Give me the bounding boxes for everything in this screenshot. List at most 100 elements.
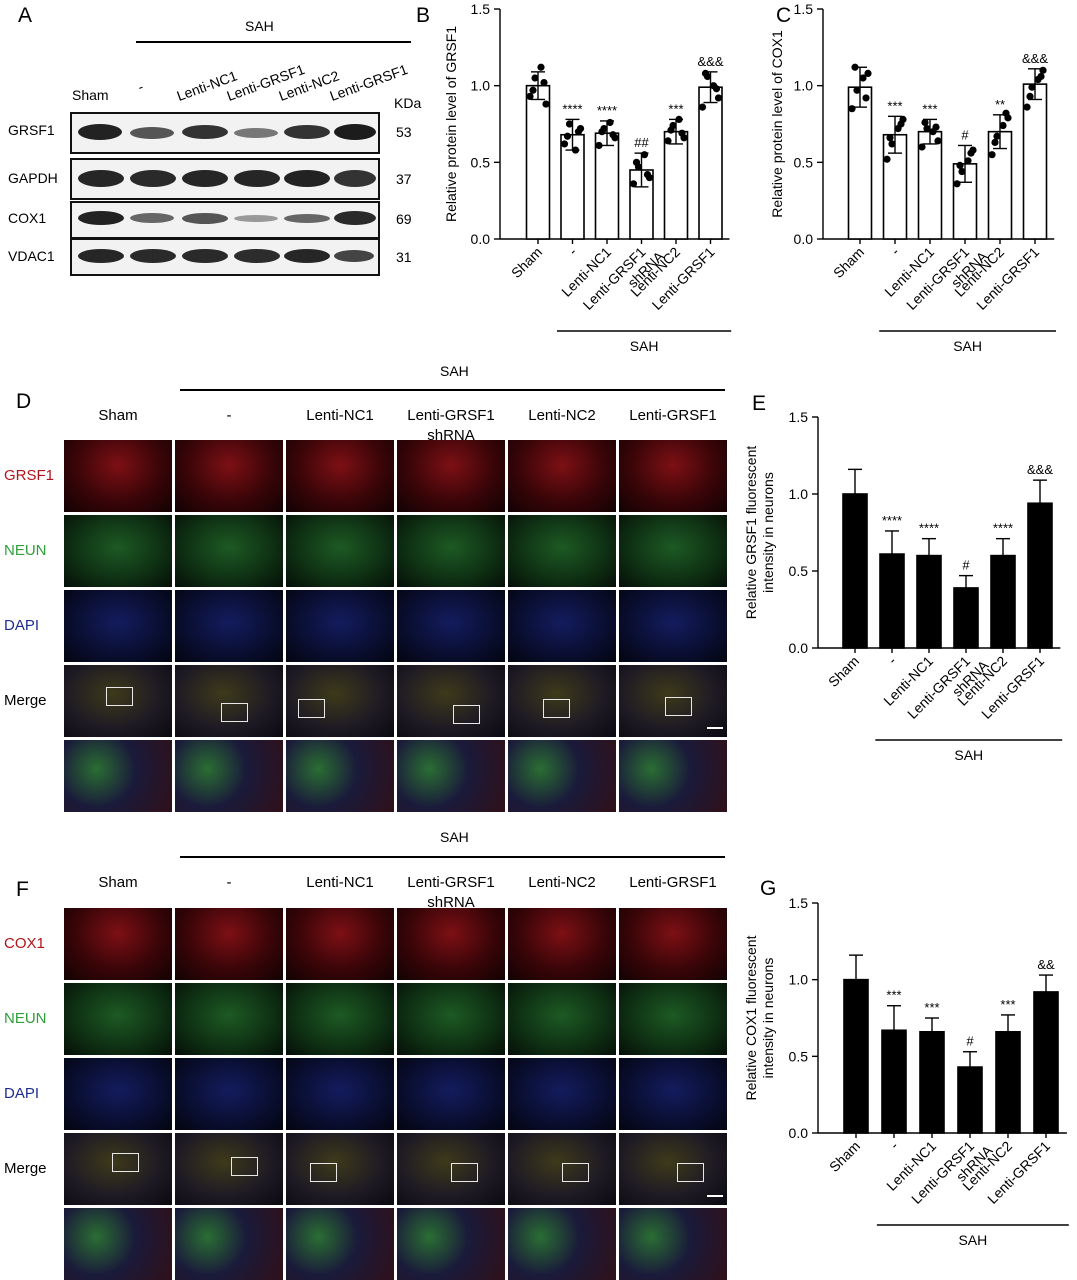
micrograph-blue	[286, 1058, 394, 1130]
scale-bar	[707, 727, 723, 729]
bar-5	[1027, 502, 1053, 649]
d-sah-line	[180, 389, 725, 391]
micrograph-blue	[619, 590, 727, 662]
panel-label-b: B	[416, 4, 431, 27]
roi-box	[112, 1153, 139, 1172]
data-point	[542, 100, 550, 108]
western-sah-line	[136, 41, 411, 43]
y-tick-label: 1.5	[789, 895, 809, 911]
data-point	[934, 137, 942, 145]
bar-1	[881, 1029, 907, 1134]
significance-label: ***	[668, 101, 683, 116]
column-header: Lenti-NC2	[528, 874, 596, 891]
micrograph-zoom	[286, 1208, 394, 1280]
significance-label: **	[995, 97, 1005, 112]
western-sah-label: SAH	[245, 18, 274, 34]
kda-label: KDa	[394, 95, 422, 111]
micrograph-red	[286, 440, 394, 512]
blot-grsf1	[70, 112, 380, 154]
y-tick-label: 1.0	[789, 486, 809, 502]
data-point	[526, 92, 534, 100]
y-tick-label: 0.0	[789, 640, 809, 656]
lane-label-sham: Sham	[72, 87, 109, 103]
micrograph-red	[619, 440, 727, 512]
data-point	[1028, 83, 1036, 91]
micrograph-blue	[175, 1058, 283, 1130]
micrograph-merge	[286, 665, 394, 737]
scale-bar	[707, 1195, 723, 1197]
data-point	[932, 123, 940, 131]
micrograph-red	[397, 908, 505, 980]
y-axis-label: Relative COX1 fluorescentintensity in ne…	[743, 935, 776, 1100]
bar-5	[1033, 991, 1059, 1134]
data-point	[565, 120, 574, 128]
data-point	[531, 74, 539, 82]
column-header: Sham	[98, 874, 138, 891]
micrograph-zoom	[619, 1208, 727, 1280]
data-point	[529, 86, 537, 94]
data-point	[991, 138, 999, 146]
x-tick-label: Sham	[508, 244, 545, 281]
data-point	[848, 105, 856, 113]
data-point	[678, 129, 686, 137]
data-point	[1023, 103, 1031, 111]
micrograph-green	[286, 515, 394, 587]
significance-label: ***	[1000, 997, 1015, 1012]
data-point	[571, 146, 580, 154]
bar-4	[995, 1031, 1021, 1134]
data-point	[853, 86, 861, 94]
data-point	[859, 74, 867, 82]
data-point	[883, 155, 891, 163]
y-tick-label: 0.0	[471, 231, 491, 247]
row-label: Merge	[4, 1160, 47, 1177]
data-point	[606, 118, 614, 127]
significance-label: ****	[597, 103, 617, 118]
blot-label-gapdh: GAPDH	[8, 170, 58, 186]
micrograph-merge	[508, 665, 616, 737]
data-point	[864, 69, 872, 77]
y-tick-label: 0.5	[794, 154, 814, 170]
data-point	[862, 94, 870, 102]
panel-label-g: G	[760, 877, 777, 900]
y-axis-label: Relative protein level of COX1	[769, 30, 785, 218]
row-label: GRSF1	[4, 467, 55, 484]
data-point	[574, 128, 583, 136]
bar-2	[919, 1031, 945, 1134]
roi-box	[453, 705, 480, 724]
column-header: Lenti-GRSF1	[629, 874, 717, 891]
micrograph-merge	[64, 1133, 172, 1205]
data-point	[537, 63, 545, 71]
significance-label: ****	[993, 521, 1013, 536]
row-label: DAPI	[4, 617, 40, 634]
micrograph-green	[175, 983, 283, 1055]
micrograph-zoom	[286, 740, 394, 812]
micrograph-merge	[397, 665, 505, 737]
data-point	[595, 141, 603, 150]
bar-4	[663, 130, 689, 240]
column-header: -	[226, 407, 232, 424]
chart-c: 0.0 0.5 1.0 1.5 Relative protein level of CO…	[769, 1, 1056, 354]
micrograph-green	[175, 515, 283, 587]
kda-53: 53	[396, 124, 412, 140]
blot-label-grsf1: GRSF1	[8, 122, 55, 138]
significance-label: &&	[1037, 957, 1055, 972]
data-point	[643, 171, 652, 179]
micrograph-green	[397, 515, 505, 587]
data-point	[667, 126, 675, 134]
row-label: NEUN	[4, 542, 47, 559]
x-tick-label: Sham	[830, 244, 867, 281]
data-point	[923, 125, 931, 133]
row-label: DAPI	[4, 1085, 40, 1102]
micrograph-merge	[64, 665, 172, 737]
data-point	[675, 115, 683, 123]
micrograph-zoom	[619, 740, 727, 812]
micrograph-merge	[619, 1133, 727, 1205]
column-header: Lenti-GRSF1	[407, 407, 495, 424]
data-point	[988, 151, 996, 159]
micrograph-red	[508, 440, 616, 512]
roi-box	[310, 1163, 337, 1182]
significance-label: &&&	[697, 54, 723, 69]
blot-cox1	[70, 201, 380, 239]
micrograph-green	[508, 515, 616, 587]
roi-box	[221, 703, 248, 722]
